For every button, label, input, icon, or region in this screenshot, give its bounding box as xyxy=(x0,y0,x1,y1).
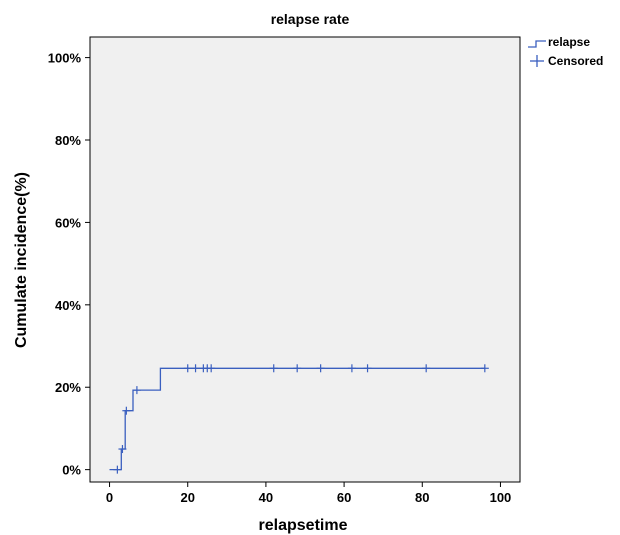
y-tick-label: 100% xyxy=(48,51,82,66)
censored-point xyxy=(132,386,141,395)
y-axis: 0% 20% 40% 60% 80% 100% xyxy=(48,51,90,478)
censored-point xyxy=(316,364,325,373)
censored-point xyxy=(122,406,131,415)
censored-point xyxy=(269,364,278,373)
censor-layer xyxy=(113,364,489,474)
censored-point xyxy=(207,364,216,373)
censored-point xyxy=(183,364,192,373)
censored-point xyxy=(422,364,431,373)
x-axis: 0 20 40 60 80 100 xyxy=(106,482,511,505)
censored-point xyxy=(293,364,302,373)
y-tick-label: 60% xyxy=(55,215,81,230)
x-tick-label: 0 xyxy=(106,490,113,505)
censored-point xyxy=(191,364,200,373)
y-tick-label: 20% xyxy=(55,380,81,395)
censored-point xyxy=(347,364,356,373)
legend-relapse-label: relapse xyxy=(548,35,590,49)
plot-area xyxy=(89,36,521,483)
legend-relapse-marker xyxy=(528,40,546,48)
x-tick-label: 100 xyxy=(490,490,512,505)
x-axis-label: relapsetime xyxy=(259,517,348,534)
x-tick-label: 40 xyxy=(259,490,273,505)
censored-point xyxy=(113,465,122,474)
censored-point xyxy=(118,445,127,454)
x-tick-label: 20 xyxy=(180,490,194,505)
legend-censored-label: Censored xyxy=(548,54,603,68)
y-axis-label: Cumulate incidence(%) xyxy=(13,172,30,348)
y-tick-label: 80% xyxy=(55,133,81,148)
y-tick-label: 0% xyxy=(62,463,81,478)
x-tick-label: 80 xyxy=(415,490,429,505)
y-tick-label: 40% xyxy=(55,298,81,313)
censored-point xyxy=(480,364,489,373)
legend: relapse Censored xyxy=(528,35,603,68)
censored-point xyxy=(363,364,372,373)
chart-title: relapse rate xyxy=(271,11,350,27)
x-tick-label: 60 xyxy=(337,490,351,505)
